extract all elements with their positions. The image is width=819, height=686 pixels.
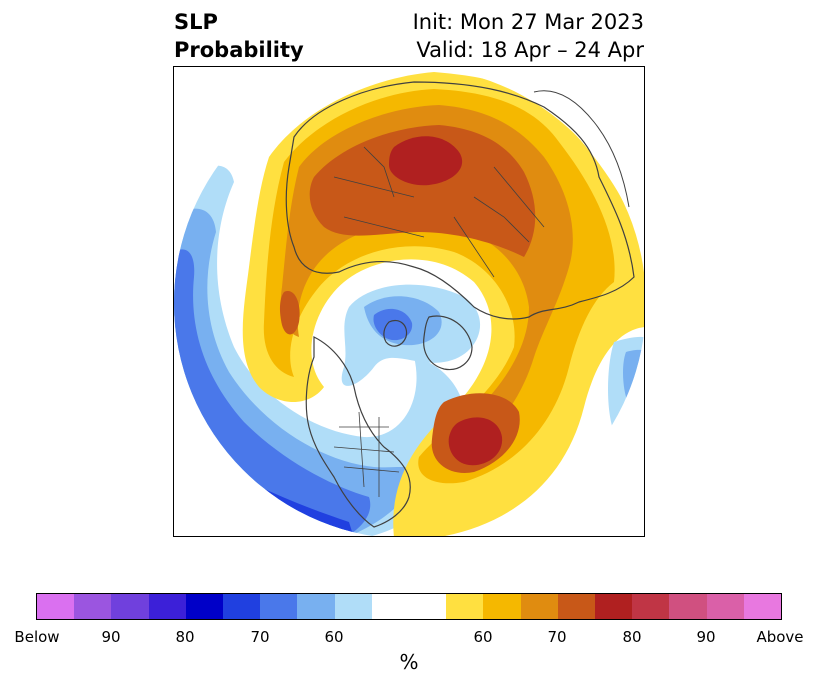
polar-below-core <box>373 308 413 341</box>
right-below-field-mid <box>623 349 644 402</box>
title-product: Probability <box>174 38 304 62</box>
colorbar-below-swatch-2 <box>111 594 149 619</box>
colorbar-above-swatch-4 <box>595 594 633 619</box>
colorbar-above-swatch-5 <box>632 594 670 619</box>
colorbar-tick-label: 80 <box>622 628 642 646</box>
eurasia-coastline <box>285 81 635 320</box>
probability-map-svg <box>174 67 644 536</box>
europe-borders <box>453 166 545 278</box>
colorbar-above-swatch-7 <box>706 594 744 619</box>
colorbar-above-swatch-6 <box>669 594 707 619</box>
probability-colorbar <box>36 593 782 620</box>
colorbar-tick-label: 90 <box>101 628 121 646</box>
colorbar-below-swatch-3 <box>148 594 186 619</box>
east-asia-coast <box>533 90 630 208</box>
colorbar-above-swatch-0 <box>446 594 484 619</box>
above-field-core <box>389 136 463 186</box>
asia-borders <box>333 146 425 238</box>
colorbar-below-swatch-5 <box>223 594 261 619</box>
colorbar-above-swatch-1 <box>483 594 521 619</box>
probability-fields <box>174 67 644 536</box>
colorbar-below-swatch-6 <box>260 594 298 619</box>
title-variable: SLP <box>174 10 218 34</box>
colorbar-tick-label: 60 <box>324 628 344 646</box>
colorbar-tick-label: 70 <box>250 628 270 646</box>
init-date: Init: Mon 27 Mar 2023 <box>412 10 644 34</box>
north-america-coastline <box>305 336 411 528</box>
colorbar-tick-label: Above <box>756 628 804 646</box>
colorbar-neutral-swatch <box>371 594 447 619</box>
colorbar-below-swatch-4 <box>185 594 224 619</box>
coastline-layer <box>285 81 635 528</box>
colorbar-tick-label: 80 <box>175 628 195 646</box>
colorbar-below-swatch-8 <box>334 594 372 619</box>
colorbar-tick-label: 60 <box>473 628 493 646</box>
colorbar-above-swatch-2 <box>520 594 558 619</box>
above-field-4 <box>309 125 536 257</box>
colorbar-below-swatch-0 <box>37 594 75 619</box>
colorbar-unit-label: % <box>399 650 419 674</box>
arctic-islands <box>383 319 408 347</box>
polar-stereographic-map <box>173 66 645 537</box>
colorbar-above-swatch-3 <box>557 594 596 619</box>
above-field-core-2 <box>448 417 503 466</box>
us-state-borders <box>333 411 400 497</box>
above-field-4b <box>279 291 300 335</box>
greenland-coastline <box>423 315 473 371</box>
colorbar-tick-label: 90 <box>696 628 716 646</box>
colorbar-above-swatch-8 <box>743 594 782 619</box>
colorbar-below-swatch-7 <box>297 594 335 619</box>
colorbar-tick-label: Below <box>14 628 60 646</box>
colorbar-below-swatch-1 <box>74 594 112 619</box>
colorbar-tick-label: 70 <box>547 628 567 646</box>
chart-title-right: Init: Mon 27 Mar 2023 Valid: 18 Apr – 24… <box>413 8 644 64</box>
valid-range: Valid: 18 Apr – 24 Apr <box>416 38 644 62</box>
chart-title-left: SLP Probability <box>174 8 304 64</box>
